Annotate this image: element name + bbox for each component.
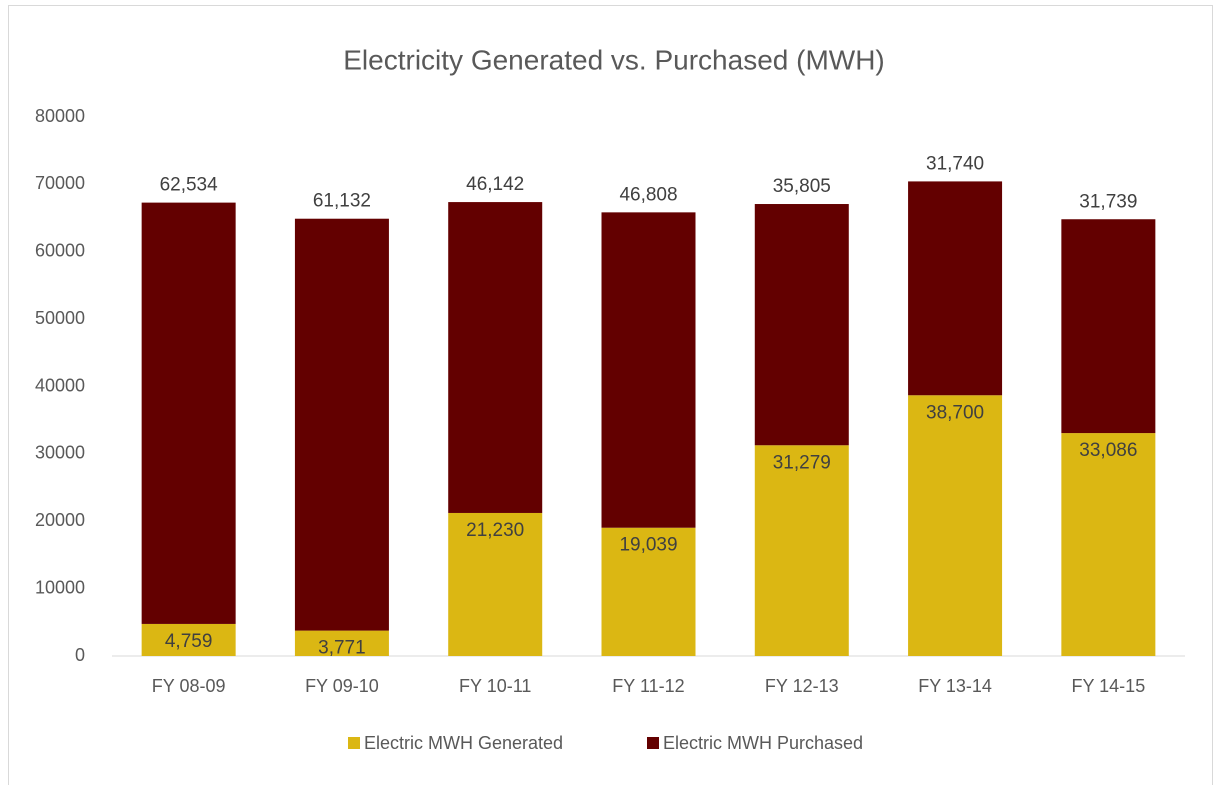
data-label: 46,142 — [466, 174, 524, 195]
bar-segment — [754, 445, 849, 656]
bar-segment — [141, 202, 236, 624]
x-tick-label: FY 13-14 — [918, 676, 992, 696]
legend-swatch — [647, 737, 659, 749]
x-tick-label: FY 09-10 — [305, 676, 379, 696]
data-label: 38,700 — [926, 402, 984, 423]
bar-segment — [601, 527, 696, 656]
legend-label: Electric MWH Purchased — [663, 733, 863, 753]
y-tick-label: 50000 — [35, 308, 85, 328]
bar-segment — [601, 212, 696, 528]
bar-segment — [294, 630, 389, 656]
data-label: 4,759 — [165, 631, 213, 652]
bar-segment — [908, 395, 1003, 656]
bar-segment — [448, 202, 543, 513]
data-label: 61,132 — [313, 191, 371, 212]
data-label: 33,086 — [1079, 440, 1137, 461]
data-label: 19,039 — [619, 535, 677, 556]
data-label: 62,534 — [160, 175, 219, 196]
y-tick-label: 40000 — [35, 375, 85, 395]
chart-title: Electricity Generated vs. Purchased (MWH… — [343, 44, 885, 75]
x-tick-label: FY 11-12 — [612, 676, 684, 696]
data-label: 46,808 — [619, 184, 677, 205]
data-label: 31,739 — [1079, 191, 1137, 212]
legend-label: Electric MWH Generated — [364, 733, 563, 753]
y-tick-label: 60000 — [35, 241, 85, 261]
data-label: 21,230 — [466, 520, 524, 541]
bar-segment — [754, 204, 849, 446]
bar-segment — [448, 512, 543, 656]
x-tick-label: FY 14-15 — [1071, 676, 1145, 696]
y-tick-label: 10000 — [35, 577, 85, 597]
data-label: 31,279 — [773, 452, 831, 473]
legend-swatch — [348, 737, 360, 749]
y-tick-label: 80000 — [35, 106, 85, 126]
x-tick-label: FY 10-11 — [459, 676, 531, 696]
y-tick-label: 20000 — [35, 510, 85, 530]
bar-segment — [1061, 433, 1156, 656]
data-label: 35,805 — [773, 176, 831, 197]
bar-segment — [908, 181, 1003, 396]
data-label: 3,771 — [318, 638, 366, 659]
x-tick-label: FY 12-13 — [765, 676, 839, 696]
x-tick-label: FY 08-09 — [152, 676, 226, 696]
bar-segment — [294, 218, 389, 631]
y-tick-label: 0 — [75, 645, 85, 665]
bar-segment — [141, 623, 236, 656]
data-label: 31,740 — [926, 153, 984, 174]
bar-segment — [1061, 219, 1156, 434]
y-tick-label: 30000 — [35, 443, 85, 463]
y-tick-label: 70000 — [35, 173, 85, 193]
